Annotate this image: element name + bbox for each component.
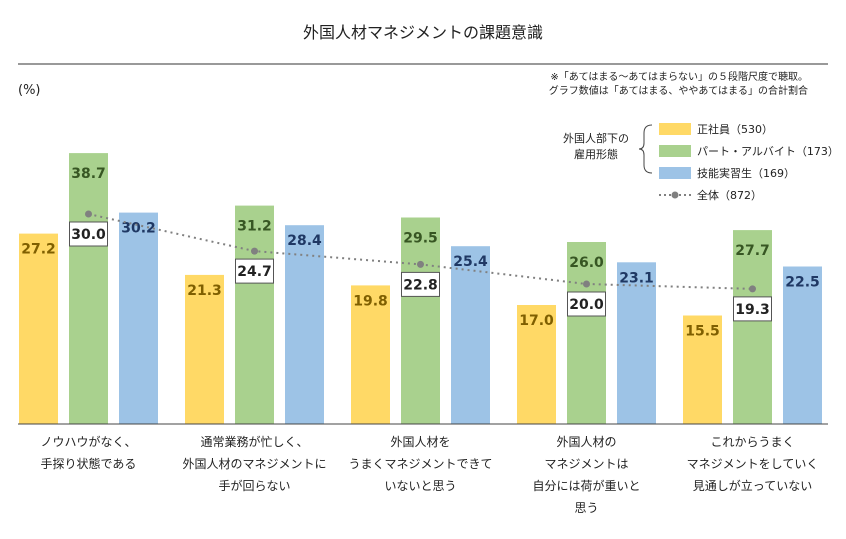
category-label: 外国人材の: [556, 435, 616, 449]
total-point: [417, 260, 424, 268]
total-point: [251, 247, 258, 255]
legend-swatch: [659, 167, 691, 179]
legend-label: 全体（872）: [697, 188, 762, 202]
bar-value-label: 21.3: [187, 283, 222, 299]
category-label: 通常業務が忙しく、: [200, 434, 308, 449]
category-label: 手探り状態である: [41, 456, 137, 471]
legend-label: パート・アルバイト（173）: [697, 145, 839, 158]
bar-value-label: 23.1: [619, 270, 654, 286]
bar: [567, 242, 606, 424]
total-value-box: [567, 291, 606, 317]
bar-value-label: 29.5: [403, 231, 438, 247]
bar-value-label: 27.2: [21, 242, 56, 258]
bar: [401, 217, 440, 424]
bar: [517, 305, 556, 424]
total-value-label: 20.0: [569, 297, 604, 313]
total-value-label: 19.3: [735, 302, 770, 318]
legend-group-label-2: 雇用形態: [574, 147, 618, 161]
total-value-box: [235, 258, 274, 284]
bar: [451, 246, 490, 424]
total-point: [85, 210, 92, 218]
unit-label: (%): [18, 83, 41, 98]
plot-area: 27.2 21.3 19.8 17.0 15.5 38.7 31.2 29.5 26.0 27.7…: [18, 153, 828, 515]
category-label: マネジメントは: [544, 457, 628, 471]
bar: [119, 212, 158, 424]
category-label: 手が回らない: [218, 478, 290, 493]
bar: [683, 315, 722, 424]
total-value-box: [401, 271, 440, 297]
category-label: 外国人材のマネジメントに: [182, 457, 326, 471]
total-point: [749, 285, 756, 293]
bar: [19, 233, 58, 424]
legend-group-label-1: 外国人部下の: [563, 131, 629, 145]
bar-value-label: 26.0: [569, 255, 604, 271]
legend-label: 技能実習生（169）: [697, 166, 795, 180]
category-label: 見通しが立っていない: [693, 478, 812, 493]
category-label: ノウハウがなく、: [40, 434, 136, 449]
bar: [351, 285, 390, 424]
category-label: 自分には荷が重いと: [532, 478, 640, 493]
bar-value-label: 30.2: [121, 221, 156, 237]
legend-swatch: [659, 145, 691, 157]
total-point: [583, 280, 590, 288]
category-label: これからうまく: [710, 435, 794, 449]
legend-line-marker: [671, 191, 679, 199]
category-label: うまくマネジメントできて: [348, 457, 492, 471]
bar-value-label: 17.0: [519, 313, 554, 329]
category-label: いないと思う: [384, 479, 456, 493]
total-value-box: [733, 296, 772, 322]
bar-value-label: 22.5: [785, 275, 820, 291]
bar-value-label: 27.7: [735, 243, 770, 259]
bar: [285, 225, 324, 424]
bar: [783, 266, 822, 424]
total-value-box: [69, 221, 108, 247]
legend-swatch: [659, 123, 691, 135]
bar-value-label: 28.4: [287, 233, 322, 249]
total-value-label: 30.0: [71, 227, 106, 243]
bar-value-label: 31.2: [237, 219, 272, 235]
legend-bracket: [638, 124, 653, 174]
chart-title: 外国人材マネジメントの課題意識: [303, 23, 543, 42]
category-label: マネジメントをしていく: [687, 457, 819, 471]
legend-label: 正社員（530）: [697, 122, 773, 136]
bar-value-label: 38.7: [71, 166, 106, 182]
bar-value-label: 25.4: [453, 254, 488, 270]
category-label: 外国人材を: [390, 435, 450, 449]
bar: [617, 262, 656, 424]
bar: [733, 230, 772, 424]
note-line-2: グラフ数値は「あてはまる、ややあてはまる」の合計割合: [549, 84, 808, 97]
note-line-1: ※「あてはまる～あてはまらない」の５段階尺度で聴取。: [550, 70, 808, 83]
category-label: 思う: [574, 501, 598, 515]
legend: 外国人部下の 雇用形態 正社員（530） パート・アルバイト（173） 技能実習生（…: [563, 122, 839, 202]
bar: [69, 153, 108, 424]
total-value-label: 24.7: [237, 264, 272, 280]
bar: [235, 205, 274, 424]
bar-value-label: 15.5: [685, 324, 720, 340]
bar: [185, 274, 224, 424]
bar-value-label: 19.8: [353, 293, 388, 309]
total-value-label: 22.8: [403, 277, 438, 293]
